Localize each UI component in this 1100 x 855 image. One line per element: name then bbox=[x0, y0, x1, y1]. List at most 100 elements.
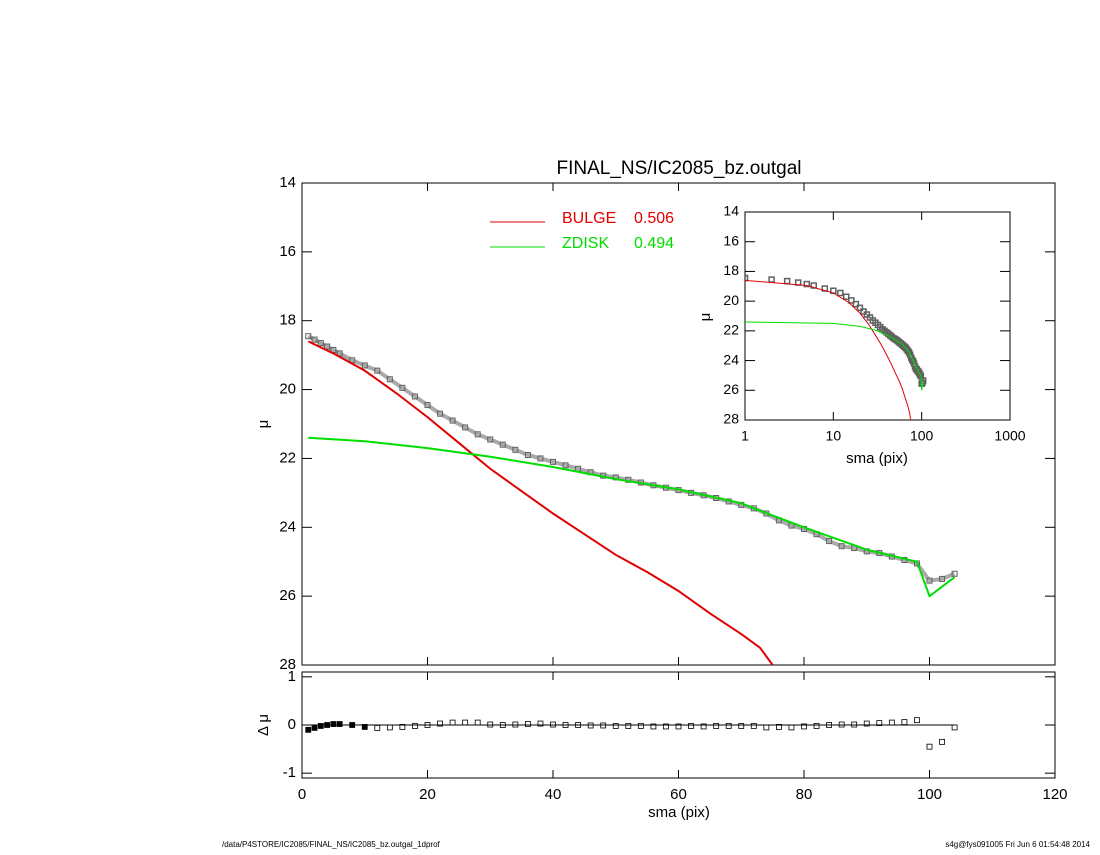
x-tick-label: 1000 bbox=[994, 428, 1025, 444]
data-point bbox=[826, 538, 833, 545]
residual-point bbox=[330, 721, 337, 727]
y-tick-label: 18 bbox=[279, 312, 296, 329]
residual-point bbox=[336, 721, 343, 727]
residual-point bbox=[399, 724, 406, 730]
y-tick-label: 28 bbox=[723, 411, 739, 427]
residual-point bbox=[738, 723, 745, 729]
data-point bbox=[951, 570, 958, 577]
y-tick-label: 0 bbox=[288, 716, 296, 733]
y-axis-label: μ bbox=[255, 420, 272, 429]
data-point bbox=[838, 543, 845, 550]
residual-point bbox=[939, 738, 945, 745]
data-point bbox=[768, 276, 775, 283]
y-tick-label: 24 bbox=[279, 518, 296, 535]
data-point bbox=[437, 410, 444, 417]
y-tick-label: 26 bbox=[723, 381, 739, 397]
residual-point bbox=[424, 722, 431, 728]
data-point bbox=[745, 274, 749, 282]
y-tick-label: 18 bbox=[723, 262, 739, 278]
data-point bbox=[462, 424, 469, 431]
x-tick-label: 20 bbox=[419, 786, 436, 803]
x-tick-label: 10 bbox=[826, 428, 842, 444]
data-point bbox=[411, 393, 418, 400]
residual-point bbox=[374, 724, 381, 731]
data-point bbox=[550, 458, 556, 465]
residual-point bbox=[851, 721, 858, 728]
data-point bbox=[842, 293, 850, 300]
legend-value: 0.506 bbox=[634, 210, 674, 227]
data-point bbox=[512, 446, 519, 453]
y-tick-label: 20 bbox=[279, 381, 296, 398]
data-point bbox=[305, 333, 312, 340]
y-tick-label: 16 bbox=[279, 243, 296, 260]
residual-point bbox=[311, 724, 318, 731]
y-tick-label: 1 bbox=[288, 668, 296, 685]
residual-point bbox=[813, 723, 820, 729]
y-axis-label: μ bbox=[697, 313, 714, 322]
x-tick-label: 100 bbox=[917, 786, 942, 803]
residual-point bbox=[675, 723, 682, 730]
x-tick-label: 0 bbox=[298, 786, 306, 803]
residual-point bbox=[525, 721, 531, 727]
y-axis-label: Δ μ bbox=[255, 714, 272, 736]
y-tick-label: 22 bbox=[723, 322, 739, 338]
residual-point bbox=[713, 723, 720, 729]
residual-point bbox=[512, 721, 519, 728]
residual-point bbox=[499, 722, 506, 728]
x-tick-label: 120 bbox=[1042, 786, 1067, 803]
data-point bbox=[837, 289, 844, 297]
model-line bbox=[307, 340, 774, 665]
data-point bbox=[524, 451, 531, 458]
data-point bbox=[386, 376, 393, 383]
footer-left: /data/P4STORE/IC2085/FINAL_NS/IC2085_bz.… bbox=[222, 840, 441, 849]
model-line bbox=[308, 436, 956, 598]
y-tick-label: 14 bbox=[723, 203, 739, 219]
data-point bbox=[810, 282, 817, 289]
residual-point bbox=[412, 723, 418, 729]
residual-point bbox=[317, 723, 324, 729]
residual-point bbox=[575, 722, 581, 728]
residual-point bbox=[449, 719, 456, 726]
residual-point bbox=[462, 719, 469, 726]
residual-point bbox=[537, 720, 544, 727]
x-tick-label: 60 bbox=[670, 786, 687, 803]
residual-point bbox=[625, 723, 632, 729]
residual-point bbox=[386, 724, 393, 731]
data-point bbox=[856, 304, 864, 312]
residual-point bbox=[763, 724, 770, 731]
data-point bbox=[424, 402, 431, 409]
y-tick-label: 16 bbox=[723, 232, 739, 248]
legend-label: ZDISK bbox=[562, 235, 609, 252]
y-tick-label: 26 bbox=[279, 587, 296, 604]
main-frame bbox=[301, 182, 1056, 666]
residual-point bbox=[612, 723, 619, 729]
residual-point bbox=[750, 723, 757, 729]
residual-point bbox=[663, 723, 669, 730]
legend-value: 0.494 bbox=[634, 235, 674, 252]
residual-point bbox=[437, 720, 443, 727]
y-tick-label: 14 bbox=[279, 174, 296, 191]
residual-point bbox=[951, 724, 958, 731]
y-tick-label: 24 bbox=[723, 351, 739, 367]
residual-point bbox=[901, 719, 908, 726]
x-tick-label: 1 bbox=[741, 428, 749, 444]
residual-point bbox=[349, 722, 356, 728]
residual-point bbox=[888, 719, 895, 726]
x-axis-label: sma (pix) bbox=[648, 804, 710, 821]
data-point bbox=[474, 431, 481, 438]
residual-point bbox=[650, 723, 657, 730]
residual-point bbox=[838, 721, 845, 728]
x-tick-label: 80 bbox=[796, 786, 813, 803]
chart-title: FINAL_NS/IC2085_bz.outgal bbox=[556, 158, 801, 179]
x-tick-label: 40 bbox=[545, 786, 562, 803]
residual-point bbox=[361, 724, 368, 730]
residual-point bbox=[637, 723, 644, 729]
footer-right: s4g@fys091005 Fri Jun 6 01:54:48 2014 bbox=[945, 840, 1090, 849]
data-point bbox=[562, 462, 569, 469]
residual-point bbox=[700, 723, 707, 730]
data-point bbox=[848, 297, 855, 304]
residual-point bbox=[826, 722, 832, 728]
residual-point bbox=[550, 721, 556, 728]
data-point bbox=[361, 362, 368, 369]
